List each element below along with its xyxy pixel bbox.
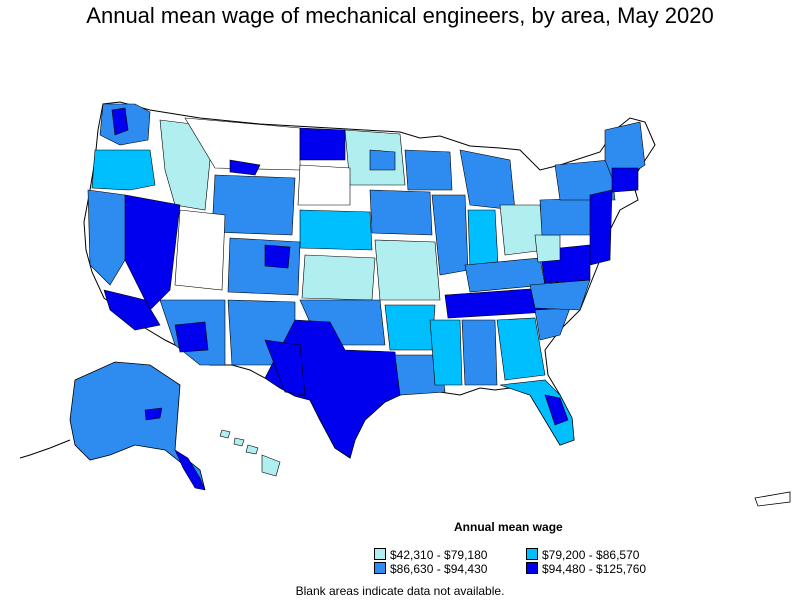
region-az-phx: [174, 321, 209, 353]
region-ar: [384, 304, 436, 351]
region-fl-south: [544, 394, 569, 426]
region-nd: [299, 127, 346, 161]
region-in: [467, 209, 499, 269]
footnote: Blank areas indicate data not available.: [295, 584, 505, 598]
region-ia: [369, 189, 433, 236]
region-mn-metro: [369, 149, 396, 171]
region-fl: [499, 379, 575, 446]
region-wy: [211, 174, 296, 236]
region-ks: [301, 254, 376, 301]
alaska-aleutians: [19, 439, 71, 459]
legend-swatch-range-2: [526, 548, 538, 560]
region-nc: [529, 279, 591, 311]
region-wv: [534, 234, 561, 263]
region-mo: [374, 239, 441, 301]
legend-item-range-4: $94,480 - $125,760: [526, 562, 646, 576]
region-ny: [554, 159, 616, 201]
puerto-rico: [754, 491, 791, 507]
region-ne-corridor: [589, 189, 613, 266]
alaska-anchorage: [144, 407, 163, 421]
region-wa-seattle: [111, 107, 129, 136]
region-sd: [297, 164, 351, 206]
region-al: [461, 319, 498, 386]
region-co: [227, 237, 301, 296]
region-ne: [299, 209, 373, 251]
region-la: [394, 354, 446, 396]
region-pa: [539, 197, 596, 236]
region-fills: [87, 103, 646, 459]
region-tx-west: [264, 339, 306, 396]
region-ut: [174, 209, 226, 291]
region-mt-east: [229, 159, 261, 176]
region-ms: [429, 319, 463, 386]
map-legend: Annual mean wage $42,310 - $79,180 $79,2…: [372, 518, 672, 578]
region-co-denver: [264, 244, 291, 269]
region-wi: [404, 149, 453, 191]
region-ga: [496, 317, 546, 381]
region-ma: [611, 167, 639, 193]
hawaii: [219, 429, 281, 477]
legend-item-range-2: $79,200 - $86,570: [526, 548, 639, 562]
region-or: [91, 149, 156, 191]
legend-item-range-3: $86,630 - $94,430: [374, 562, 487, 576]
map-title: Annual mean wage of mechanical engineers…: [86, 3, 714, 28]
legend-swatch-range-3: [374, 562, 386, 574]
alaska-southeast: [174, 449, 206, 491]
region-ca-south: [103, 289, 161, 331]
legend-swatch-range-1: [374, 548, 386, 560]
region-ca-north: [87, 189, 126, 286]
legend-swatch-range-4: [526, 562, 538, 574]
legend-title: Annual mean wage: [454, 520, 563, 534]
legend-item-range-1: $42,310 - $79,180: [374, 548, 487, 562]
